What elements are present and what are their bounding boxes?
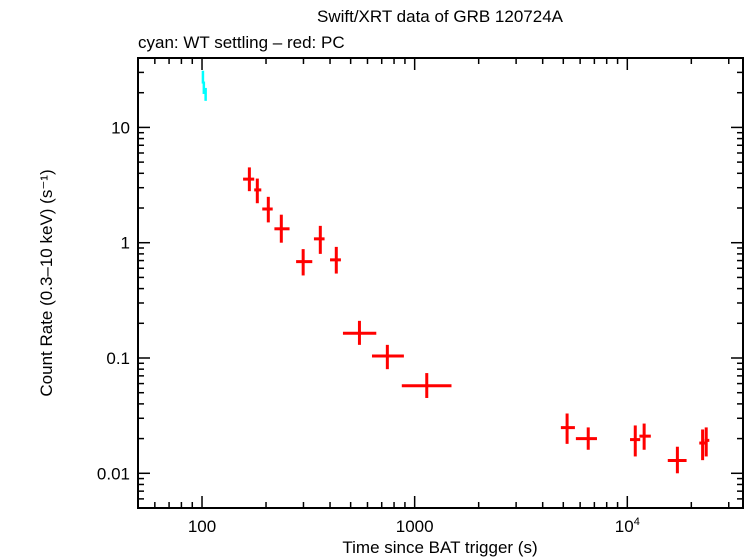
x-tick-exponent: 4: [634, 516, 640, 528]
y-tick-label: 0.1: [106, 349, 130, 368]
wt-data-point: [201, 70, 205, 84]
x-tick-label: 100: [188, 517, 216, 536]
pc-data-point: [401, 373, 452, 398]
y-tick-label: 1: [121, 234, 130, 253]
pc-data-point: [704, 427, 710, 457]
y-axis-label: Count Rate (0.3–10 keV) (s⁻¹): [37, 169, 56, 396]
x-tick-label: 1000: [396, 517, 434, 536]
plot-frame: [137, 57, 744, 509]
pc-data-point: [639, 423, 651, 450]
pc-data-point: [330, 246, 341, 274]
pc-data-point: [262, 196, 273, 223]
pc-data-point: [243, 167, 255, 192]
pc-data-point: [630, 425, 641, 457]
wt-data-point: [204, 87, 207, 101]
pc-data-point: [342, 320, 377, 345]
pc-data-point: [254, 178, 262, 204]
pc-data-point: [667, 446, 687, 474]
x-tick-label: 104: [615, 516, 640, 536]
pc-data-point: [313, 225, 325, 254]
y-tick-label: 10: [111, 118, 130, 137]
chart-subtitle: cyan: WT settling – red: PC: [138, 33, 345, 52]
x-axis-label: Time since BAT trigger (s): [342, 538, 537, 557]
pc-data-point: [560, 413, 575, 444]
pc-data-point: [296, 249, 313, 276]
chart-title: Swift/XRT data of GRB 120724A: [317, 7, 564, 26]
wt-data-point: [202, 81, 206, 94]
y-tick-label: 0.01: [97, 464, 130, 483]
pc-data-point: [699, 429, 706, 461]
pc-data-point: [274, 214, 290, 243]
pc-data-point: [371, 344, 404, 370]
pc-data-point: [575, 427, 597, 450]
